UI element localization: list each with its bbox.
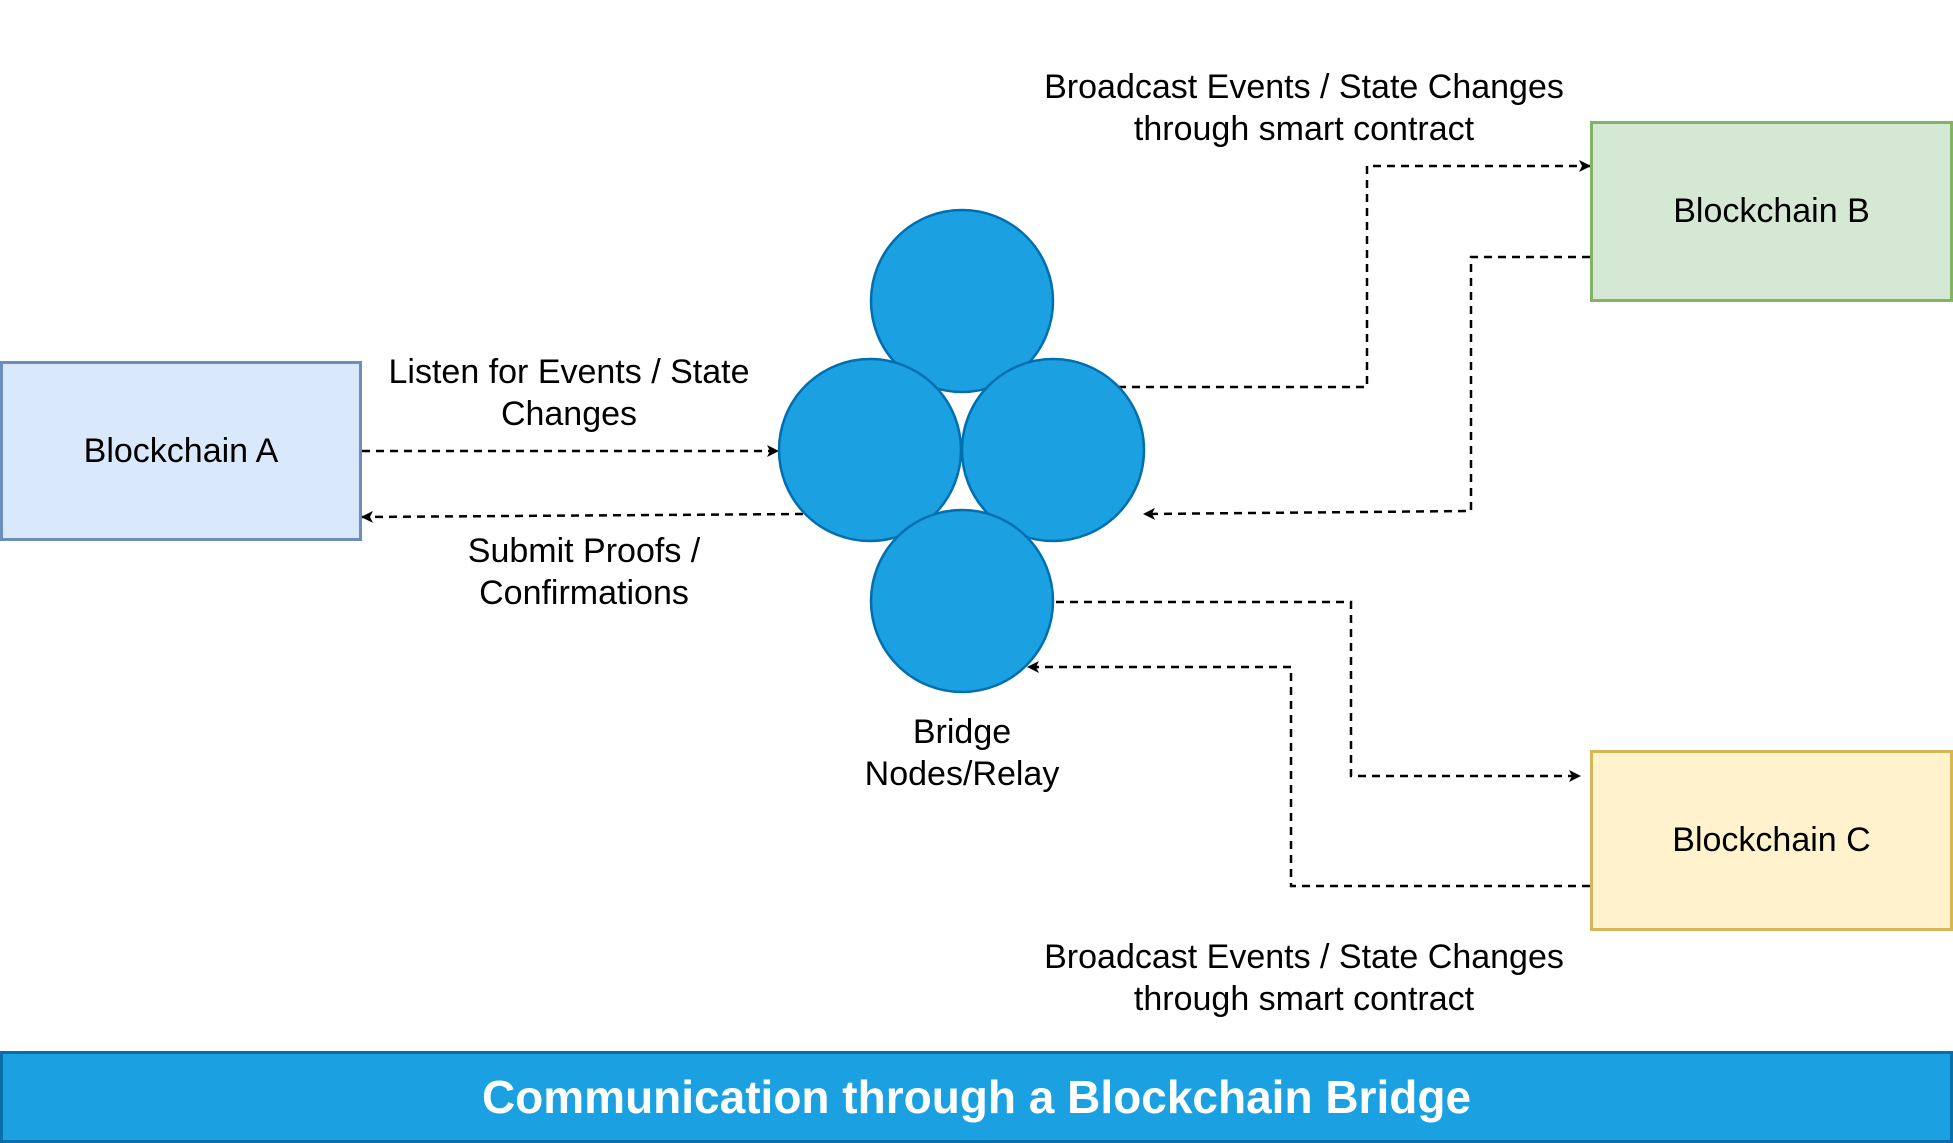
broadcast-b-label: Broadcast Events / State Changes through… bbox=[1044, 68, 1564, 148]
bridge-node-right bbox=[960, 357, 1146, 543]
blockchain-b-label: Blockchain B bbox=[1673, 192, 1870, 230]
bridge-node-bottom bbox=[869, 508, 1055, 694]
blockchain-a-box[interactable]: Blockchain A bbox=[0, 361, 362, 541]
edge-bridge-to-b bbox=[1118, 160, 1591, 389]
broadcast-c-label: Broadcast Events / State Changes through… bbox=[1044, 938, 1564, 1018]
blockchain-a-label: Blockchain A bbox=[83, 431, 279, 470]
edge-bridge-to-a bbox=[361, 510, 804, 523]
submit-proofs-label: Submit Proofs / Confirmations bbox=[467, 532, 701, 612]
bridge-node-top bbox=[869, 208, 1055, 394]
bridge-node-cluster bbox=[777, 208, 1146, 694]
diagram-title: Communication through a Blockchain Bridg… bbox=[481, 1071, 1472, 1123]
blockchain-b-box[interactable]: Blockchain B bbox=[1590, 121, 1953, 302]
listen-events-label: Listen for Events / State Changes bbox=[388, 353, 750, 433]
diagram-title-banner: Communication through a Blockchain Bridg… bbox=[0, 1051, 1953, 1143]
edge-b-to-bridge bbox=[1143, 255, 1590, 520]
edge-bridge-to-c bbox=[1056, 600, 1581, 782]
blockchain-c-box[interactable]: Blockchain C bbox=[1590, 750, 1953, 931]
bridge-nodes-relay-label: Bridge Nodes/Relay bbox=[864, 713, 1060, 793]
blockchain-c-label: Blockchain C bbox=[1672, 821, 1871, 859]
edge-c-to-bridge bbox=[1027, 661, 1590, 888]
